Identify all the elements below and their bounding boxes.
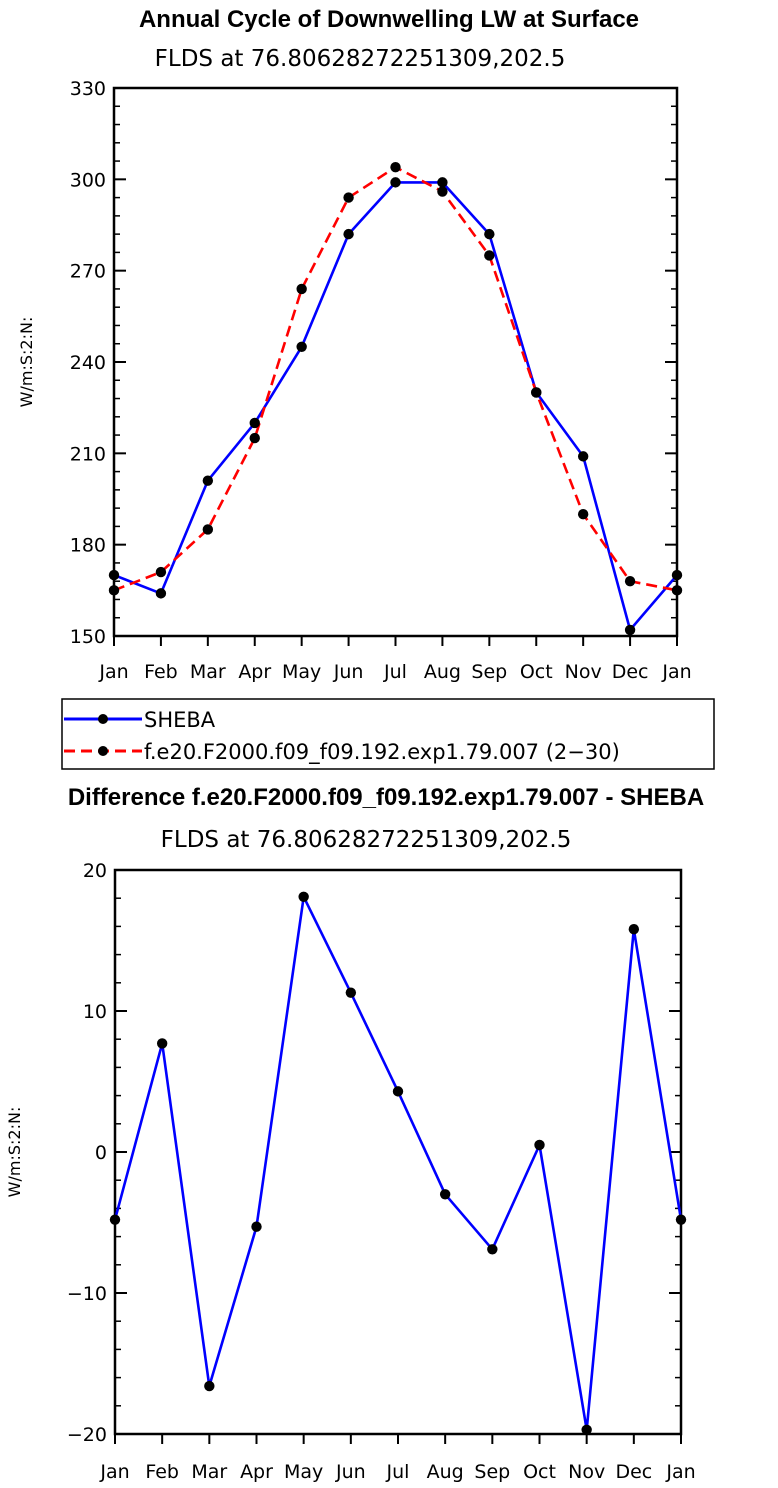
chart1-point-model — [437, 186, 448, 197]
chart1-point-sheba — [624, 624, 636, 636]
chart2-xtick-label: Dec — [615, 1461, 652, 1483]
chart2-plot-frame — [113, 868, 683, 1436]
chart1-series-line-model — [113, 165, 678, 592]
chart2-point-difference — [675, 1214, 687, 1225]
chart1-xtick-label: Nov — [565, 661, 602, 683]
chart1-point-model — [296, 283, 307, 295]
chart2-point-difference — [628, 924, 640, 935]
chart1-point-model — [531, 387, 542, 398]
chart2-xtick-label: Jan — [99, 1461, 129, 1483]
chart1-point-model — [671, 585, 683, 596]
chart2-point-difference — [392, 1086, 404, 1097]
chart2-xtick-label: Jul — [386, 1461, 410, 1483]
chart1-series-line-sheba — [113, 181, 678, 632]
chart1-point-sheba — [108, 569, 120, 581]
chart1-point-model — [249, 432, 260, 444]
chart1-point-sheba — [249, 417, 260, 429]
chart1-point-model — [108, 585, 120, 596]
chart1-point-sheba — [155, 588, 167, 599]
chart1-xtick-label: Dec — [612, 661, 649, 683]
chart2-point-difference — [156, 1038, 168, 1049]
chart1-subtitle: FLDS at 76.80628272251309,202.5 — [155, 46, 566, 72]
chart2-ytick-label: −10 — [67, 1283, 107, 1305]
chart1-point-sheba — [343, 228, 354, 240]
chart1-ytick-label: 300 — [70, 169, 106, 191]
chart1-xtick-label: Sep — [471, 661, 507, 683]
chart1-point-model — [155, 566, 167, 578]
chart1-xtick-label: Aug — [424, 661, 461, 683]
chart2-point-difference — [487, 1244, 498, 1255]
chart2-point-difference — [109, 1214, 121, 1225]
chart2-subtitle: FLDS at 76.80628272251309,202.5 — [161, 827, 572, 853]
chart1-point-sheba — [390, 177, 401, 188]
chart2-ticks: −20 −10 0 10 20 Jan Feb Mar Apr May Jun Jul Aug Sep Oc… — [67, 860, 696, 1483]
chart2-point-difference — [581, 1424, 592, 1435]
chart1-xtick-label: May — [282, 661, 321, 683]
chart1-ytick-label: 330 — [70, 78, 106, 100]
chart1-xtick-label: Feb — [144, 661, 178, 683]
chart2-title: Difference f.e20.F2000.f09_f09.192.exp1.… — [68, 784, 704, 811]
chart2-xtick-label: Jan — [665, 1461, 695, 1483]
chart1-point-model — [484, 250, 495, 261]
chart2-point-difference — [298, 891, 309, 902]
chart1-point-model — [202, 524, 214, 535]
chart1-point-model — [624, 576, 636, 587]
chart2-xtick-label: Aug — [427, 1461, 464, 1483]
chart2-xtick-label: Mar — [191, 1461, 227, 1483]
chart1-xtick-label: Jan — [98, 661, 128, 683]
chart1-point-sheba — [202, 475, 214, 486]
chart1-ticks: 150 180 210 240 270 300 330 Jan Feb Mar Apr May Jun J… — [70, 78, 692, 683]
chart1-point-model — [577, 509, 589, 520]
chart1-xtick-label: Mar — [190, 661, 226, 683]
chart1-ytick-label: 210 — [70, 443, 106, 465]
chart1-ytick-label: 240 — [70, 352, 106, 374]
chart1-title: Annual Cycle of Downwelling LW at Surfac… — [139, 6, 639, 33]
chart2-xtick-label: Nov — [568, 1461, 605, 1483]
chart2-ytick-label: 0 — [95, 1142, 107, 1164]
legend-label-sheba: SHEBA — [144, 708, 216, 732]
legend-marker-sheba — [98, 714, 108, 724]
chart2-xtick-label: Apr — [240, 1461, 273, 1483]
chart2-point-difference — [204, 1380, 215, 1392]
chart2-xtick-label: Sep — [474, 1461, 510, 1483]
chart2-ytick-label: 10 — [83, 1001, 107, 1023]
chart2-series-group — [109, 891, 687, 1435]
chart1-point-sheba — [484, 228, 495, 240]
chart2-xtick-label: Feb — [145, 1461, 179, 1483]
legend-label-model: f.e20.F2000.f09_f09.192.exp1.79.007 (2−3… — [144, 740, 620, 765]
chart1-point-model — [390, 161, 401, 173]
chart2-xtick-label: May — [284, 1461, 323, 1483]
chart1-ytick-label: 150 — [70, 626, 106, 648]
chart1-ytick-label: 270 — [70, 261, 106, 283]
chart2-ytick-label: −20 — [67, 1424, 107, 1446]
chart1-xtick-label: Apr — [238, 661, 271, 683]
chart1-ylabel: W/m:S:2:N: — [17, 317, 36, 408]
chart1-point-sheba — [296, 341, 307, 352]
legend-marker-model — [98, 746, 108, 756]
chart2-point-difference — [534, 1139, 545, 1151]
chart2-point-difference — [251, 1221, 262, 1232]
chart2-point-difference — [345, 987, 357, 998]
chart1-point-sheba — [437, 177, 448, 188]
chart1-point-sheba — [577, 451, 589, 462]
chart2-point-difference — [439, 1189, 451, 1200]
legend-box — [61, 698, 715, 770]
chart1-xtick-label: Oct — [520, 661, 553, 683]
chart1-ytick-label: 180 — [70, 535, 106, 557]
chart2-series-line-difference — [113, 895, 683, 1432]
chart2-ylabel: W/m:S:2:N: — [5, 1107, 24, 1198]
chart1-point-model — [343, 192, 354, 203]
chart1-xtick-label: Jan — [661, 661, 691, 683]
chart1-xtick-label: Jun — [333, 661, 364, 683]
chart1-series-group — [108, 161, 683, 636]
chart2-ytick-label: 20 — [83, 860, 107, 882]
chart1-point-sheba — [671, 569, 683, 581]
chart2-xtick-label: Oct — [523, 1461, 556, 1483]
chart1-xtick-label: Jul — [383, 661, 407, 683]
chart2-xtick-label: Jun — [335, 1461, 366, 1483]
legend: SHEBA f.e20.F2000.f09_f09.192.exp1.79.00… — [61, 698, 715, 770]
